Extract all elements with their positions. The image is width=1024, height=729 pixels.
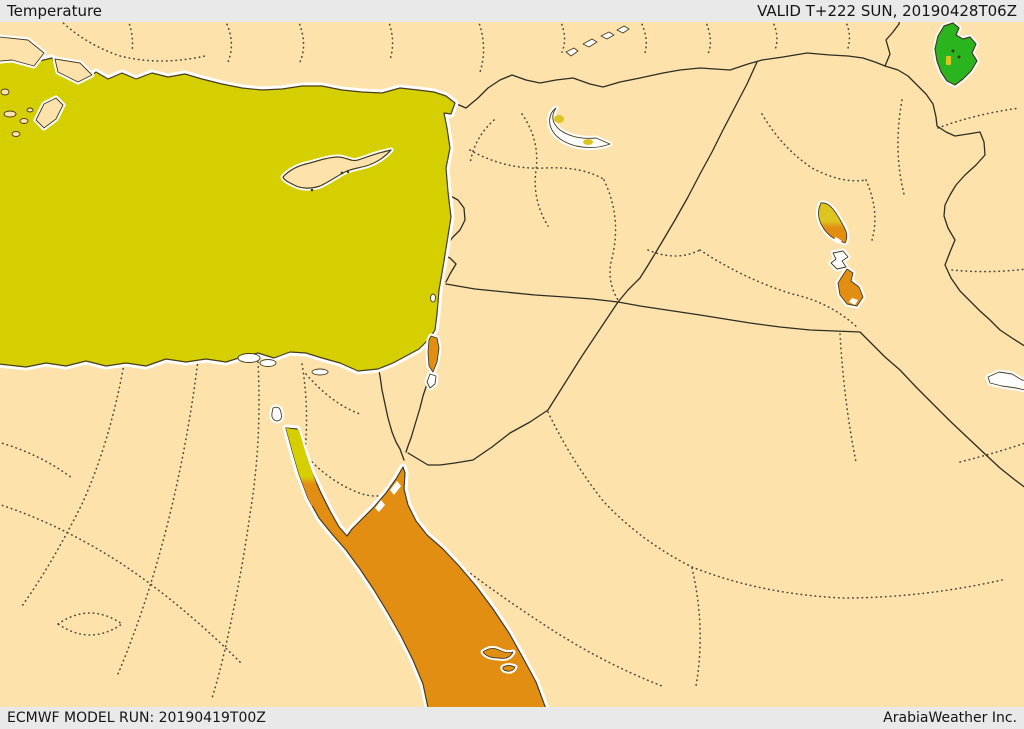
border-turkey-syria-iraq [451,52,886,109]
credit-label: ArabiaWeather Inc. [883,710,1017,726]
border-syria-iraq [617,61,758,303]
nile-delta-lagoons [237,353,329,376]
border-iraq-saudi [617,301,1024,488]
model-run-label: ECMWF MODEL RUN: 20190419T00Z [7,710,266,726]
header-bar: Temperature VALID T+222 SUN, 20190428T06… [0,0,1024,22]
sea-of-galilee [430,293,436,303]
valid-time-label: VALID T+222 SUN, 20190428T06Z [757,2,1017,20]
euphrates-reservoirs [565,25,630,57]
lake-temp-patches [554,56,951,305]
border-iraq-iran [884,65,1024,347]
temperature-map-canvas [0,22,1024,707]
mediterranean-sea [0,45,456,372]
lake-urmia-marks [951,49,961,59]
gulf-of-aqaba-shore-patches [375,481,401,512]
gulf-of-suez [286,428,322,506]
weather-map [0,22,1024,707]
bitter-lake [271,406,282,422]
admin-borders-dotted [0,22,1024,699]
border-turkey-iran [884,22,900,67]
border-israel-jordan [405,377,432,453]
border-israel-egypt [376,361,405,461]
footer-bar: ECMWF MODEL RUN: 20190419T00Z ArabiaWeat… [0,707,1024,729]
border-jordan-saudi [407,301,619,466]
cyprus-marks [310,170,350,192]
border-lebanon [443,193,466,251]
border-jordan-syria [445,283,619,303]
map-title: Temperature [7,2,103,20]
aegean-islets [0,88,34,137]
